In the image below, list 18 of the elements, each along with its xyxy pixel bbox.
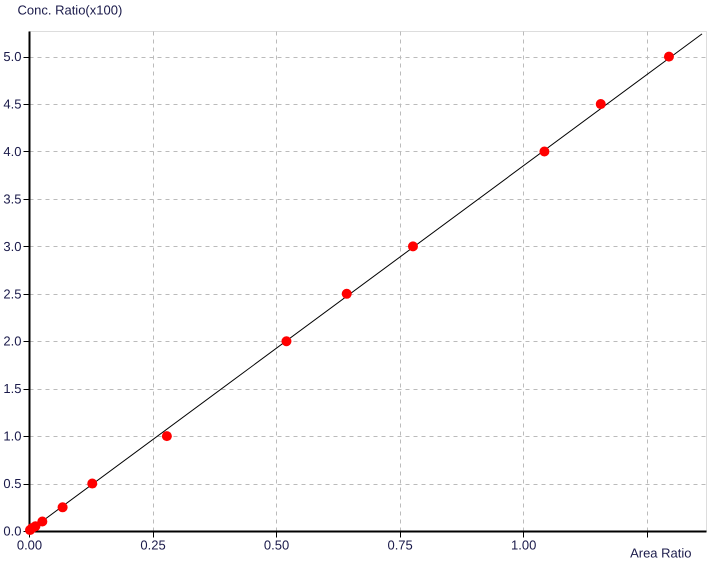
- y-tick-label: 0.5: [3, 476, 22, 492]
- y-tick-label: 4.0: [3, 144, 22, 159]
- y-tick-label: 4.5: [3, 96, 22, 112]
- x-tick-label: 0.75: [387, 538, 413, 552]
- y-tick-label: 0.0: [3, 524, 22, 538]
- x-axis-title: Area Ratio: [630, 546, 692, 560]
- x-tick-label: 0.00: [16, 538, 42, 552]
- x-tick-label: 1.00: [511, 538, 536, 552]
- y-tick-label: 2.5: [3, 286, 22, 302]
- y-tick-label: 2.0: [3, 334, 22, 349]
- x-tick-label: 0.50: [264, 538, 290, 552]
- y-tick-label: 1.5: [3, 381, 22, 396]
- y-tick-label: 1.0: [3, 428, 22, 444]
- y-axis-title: Conc. Ratio(x100): [18, 2, 122, 18]
- y-tick-label: 3.0: [3, 238, 22, 254]
- y-tick-label: 3.5: [3, 191, 22, 206]
- y-tick-label: 5.0: [3, 49, 22, 64]
- x-tick-label: 0.25: [140, 538, 166, 552]
